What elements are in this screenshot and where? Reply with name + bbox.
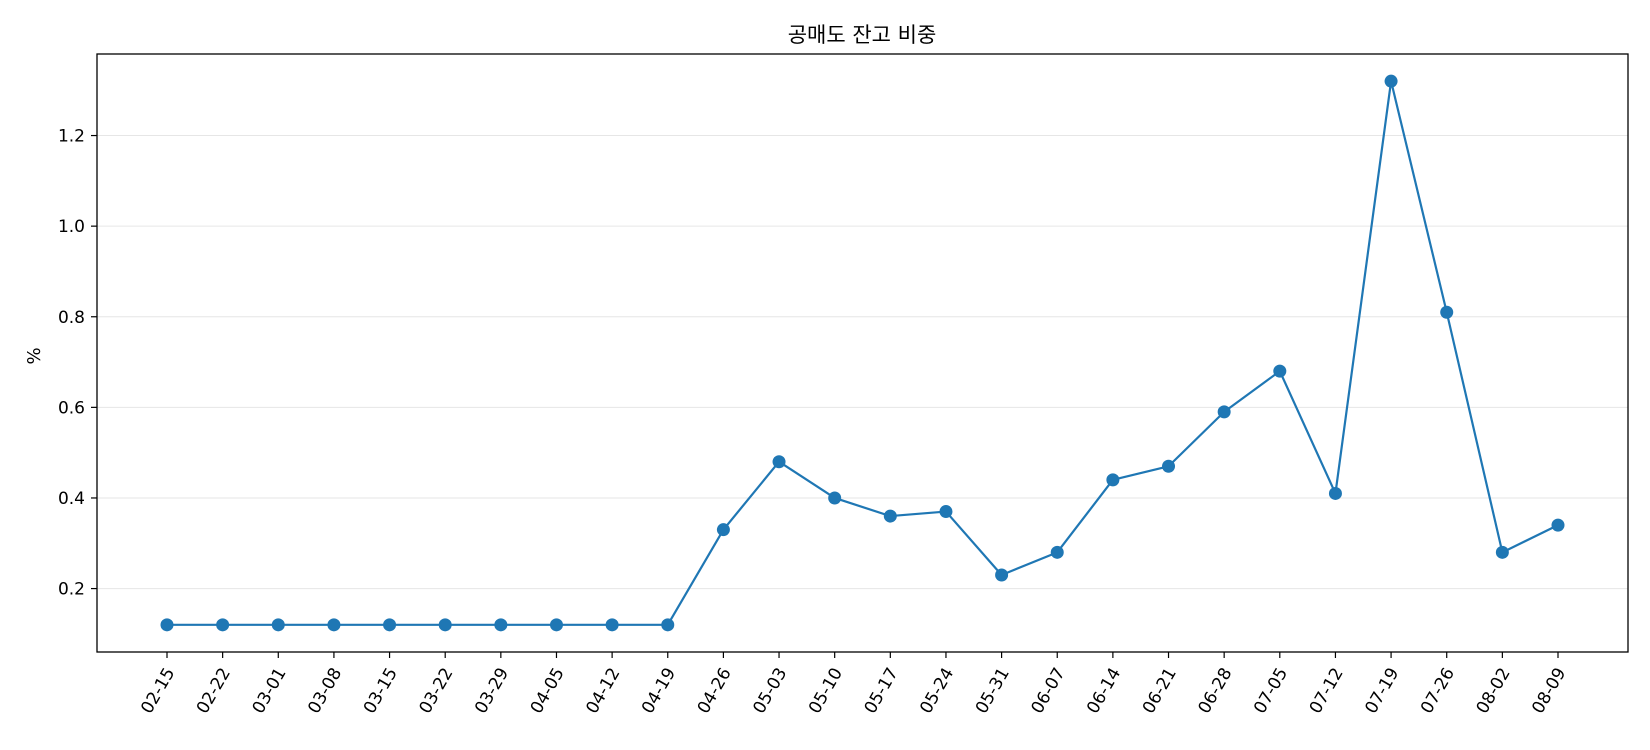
x-tick-label: 07-05 (1250, 665, 1292, 718)
data-point (716, 523, 730, 537)
plot-frame (96, 53, 1629, 653)
x-tick-label: 03-29 (471, 665, 513, 718)
data-point (883, 509, 897, 523)
y-tick-label: 1.0 (58, 217, 85, 237)
y-tick-label: 0.4 (58, 489, 85, 509)
y-axis-ticks: 0.2 0.4 0.6 0.8 1.0 1.2 (58, 127, 97, 600)
data-point (995, 568, 1009, 582)
data-point (160, 618, 174, 632)
data-point (1384, 74, 1398, 88)
data-point (1328, 486, 1342, 500)
x-tick-label: 05-31 (972, 665, 1014, 718)
data-point (438, 618, 452, 632)
x-tick-label: 05-17 (861, 665, 903, 718)
data-point (1440, 305, 1454, 319)
x-tick-label: 04-19 (638, 665, 680, 718)
data-point (1495, 545, 1509, 559)
x-tick-label: 08-02 (1473, 665, 1515, 718)
data-point (327, 618, 341, 632)
x-tick-label: 06-28 (1194, 665, 1236, 718)
data-point (1106, 473, 1120, 487)
data-point (939, 505, 953, 519)
x-tick-label: 03-01 (249, 665, 291, 718)
data-point (271, 618, 285, 632)
data-point (1273, 364, 1287, 378)
series-layer (160, 74, 1565, 632)
x-tick-label: 06-14 (1083, 665, 1125, 718)
y-axis-label: % (24, 347, 45, 364)
y-tick-label: 0.2 (58, 580, 85, 600)
data-point (828, 491, 842, 505)
data-point (1162, 459, 1176, 473)
data-point (549, 618, 563, 632)
x-tick-label: 05-10 (805, 665, 847, 718)
x-tick-label: 03-15 (360, 665, 402, 718)
x-tick-label: 08-09 (1528, 665, 1570, 718)
x-tick-label: 02-15 (137, 665, 179, 718)
y-tick-label: 0.6 (58, 398, 85, 418)
data-point (661, 618, 675, 632)
data-point (605, 618, 619, 632)
x-tick-label: 05-24 (916, 665, 958, 718)
chart-title: 공매도 잔고 비중 (788, 23, 937, 47)
y-tick-label: 1.2 (58, 127, 85, 147)
data-point (1217, 405, 1231, 419)
x-tick-label: 07-12 (1306, 665, 1348, 718)
data-point (494, 618, 508, 632)
x-tick-label: 02-22 (193, 665, 235, 718)
x-tick-label: 07-26 (1417, 665, 1459, 718)
data-point (383, 618, 397, 632)
x-tick-label: 04-26 (694, 665, 736, 718)
data-point (772, 455, 786, 469)
x-tick-label: 04-12 (582, 665, 624, 718)
x-tick-label: 04-05 (527, 665, 569, 718)
grid-lines (97, 135, 1628, 590)
x-tick-label: 07-19 (1361, 665, 1403, 718)
x-tick-label: 06-21 (1139, 665, 1181, 718)
x-tick-label: 05-03 (749, 665, 791, 718)
series-line (167, 80, 1559, 626)
y-tick-label: 0.8 (58, 308, 85, 328)
x-tick-label: 03-08 (304, 665, 346, 718)
x-tick-label: 03-22 (416, 665, 458, 718)
data-point (1050, 545, 1064, 559)
x-tick-label: 06-07 (1028, 665, 1070, 718)
data-point (1551, 518, 1565, 532)
x-axis-ticks: 02-15 02-22 03-01 03-08 03-15 03-22 03-29 04-05… (137, 652, 1570, 717)
data-point (216, 618, 230, 632)
